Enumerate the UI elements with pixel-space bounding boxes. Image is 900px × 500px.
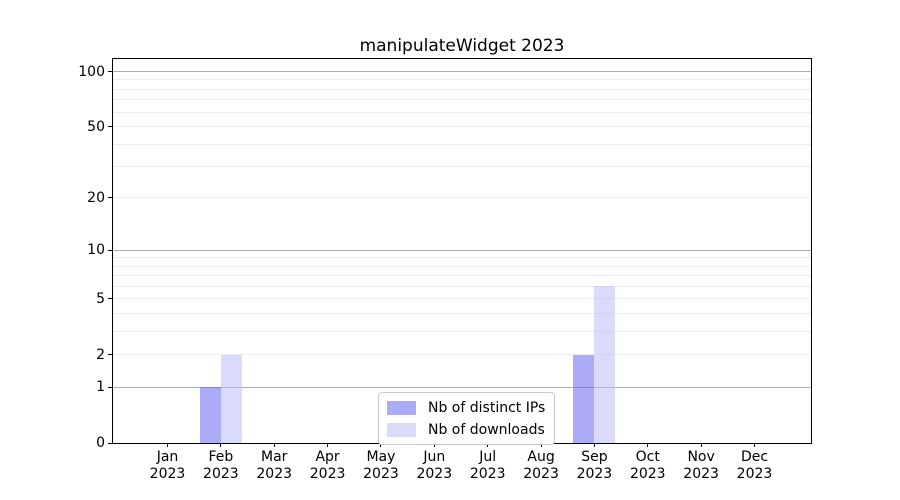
legend-item-distinct-ips: Nb of distinct IPs bbox=[387, 398, 545, 417]
y-tick-label: 0 bbox=[96, 435, 105, 451]
x-tick-mark bbox=[433, 443, 435, 447]
y-tick-mark bbox=[108, 197, 112, 199]
legend-label-distinct-ips: Nb of distinct IPs bbox=[428, 399, 546, 416]
x-tick-label: Mar 2023 bbox=[256, 449, 293, 482]
x-tick-mark bbox=[647, 443, 649, 447]
x-tick-label: Jul 2023 bbox=[469, 449, 506, 482]
gridline-minor bbox=[113, 88, 811, 90]
x-tick-mark bbox=[700, 443, 702, 447]
y-tick-label: 100 bbox=[78, 63, 105, 80]
y-tick-mark bbox=[108, 71, 112, 73]
bar-distinct-ips-feb bbox=[199, 387, 221, 443]
y-tick-mark bbox=[108, 386, 112, 388]
gridline-minor bbox=[113, 330, 811, 332]
gridline-minor bbox=[113, 257, 811, 259]
y-tick-label: 1 bbox=[96, 379, 105, 396]
legend-item-downloads: Nb of downloads bbox=[387, 420, 545, 439]
legend-swatch-distinct-ips bbox=[387, 400, 416, 415]
x-tick-mark bbox=[487, 443, 489, 447]
gridline-minor bbox=[113, 99, 811, 101]
bar-distinct-ips-sep bbox=[573, 354, 595, 443]
y-tick-mark bbox=[108, 298, 112, 300]
x-tick-label: Jun 2023 bbox=[416, 449, 453, 482]
gridline-minor bbox=[113, 312, 811, 314]
gridline-major bbox=[113, 71, 811, 73]
gridline-major bbox=[113, 249, 811, 251]
x-tick-mark bbox=[167, 443, 168, 447]
y-tick-mark bbox=[108, 354, 112, 356]
x-tick-mark bbox=[540, 443, 542, 447]
gridline-minor bbox=[113, 126, 811, 128]
x-tick-mark bbox=[273, 443, 275, 447]
y-tick-label: 20 bbox=[87, 189, 105, 206]
gridline-major bbox=[113, 386, 811, 388]
gridline-minor bbox=[113, 111, 811, 113]
x-tick-mark bbox=[380, 443, 382, 447]
legend-label-downloads: Nb of downloads bbox=[428, 421, 545, 438]
gridline-minor bbox=[113, 275, 811, 277]
plot-area: 0 1 2 5 10 20 50 100 Jan 2023 Feb 2023 Mar 2023 Apr… bbox=[78, 58, 812, 482]
x-tick-label: Feb 2023 bbox=[203, 449, 239, 482]
gridline-minor bbox=[113, 354, 811, 356]
legend: Nb of distinct IPs Nb of downloads bbox=[378, 392, 556, 445]
x-tick-label: Sep 2023 bbox=[576, 449, 613, 482]
y-tick-label: 5 bbox=[96, 290, 105, 307]
bar-downloads-sep bbox=[594, 286, 616, 443]
x-tick-mark bbox=[593, 443, 595, 447]
x-tick-label: Jan 2023 bbox=[149, 449, 186, 482]
x-tick-label: May 2023 bbox=[363, 449, 399, 482]
y-tick-label: 50 bbox=[87, 118, 105, 135]
y-tick-label: 10 bbox=[87, 242, 105, 258]
gridline-minor bbox=[113, 197, 811, 199]
x-tick-label: Apr 2023 bbox=[309, 449, 346, 482]
x-tick-mark bbox=[327, 443, 329, 447]
y-tick-mark bbox=[108, 249, 112, 251]
x-tick-label: Aug 2023 bbox=[523, 449, 559, 482]
gridline-minor bbox=[113, 298, 811, 300]
gridline-minor bbox=[113, 265, 811, 267]
legend-swatch-downloads bbox=[387, 422, 416, 437]
bar-downloads-feb bbox=[220, 354, 242, 443]
y-tick-mark bbox=[108, 126, 112, 128]
gridline-minor bbox=[113, 79, 811, 81]
x-tick-label: Dec 2023 bbox=[736, 449, 773, 482]
x-tick-label: Nov 2023 bbox=[683, 449, 719, 482]
x-tick-label: Oct 2023 bbox=[629, 449, 666, 482]
gridline-minor bbox=[113, 285, 811, 287]
gridline-minor bbox=[113, 143, 811, 145]
y-tick-label: 2 bbox=[96, 346, 105, 363]
chart-title: manipulateWidget 2023 bbox=[359, 36, 565, 56]
y-tick-mark bbox=[108, 442, 112, 444]
x-tick-mark bbox=[754, 443, 755, 447]
gridline-minor bbox=[113, 166, 811, 168]
x-tick-mark bbox=[220, 443, 222, 447]
